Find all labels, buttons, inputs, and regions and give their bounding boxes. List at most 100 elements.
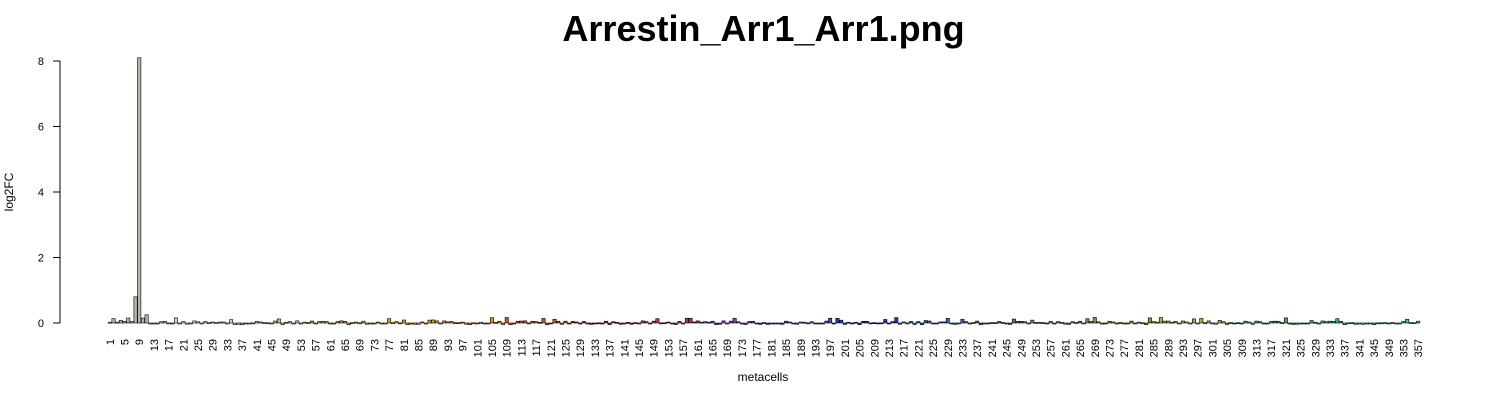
bar [1037, 321, 1042, 324]
x-tick-label: 125 [561, 339, 573, 357]
bar [809, 321, 814, 324]
bar [1155, 321, 1160, 324]
bar [831, 322, 836, 325]
x-tick-label: 109 [502, 339, 514, 357]
bar [1144, 322, 1149, 326]
bar [1011, 318, 1016, 324]
bar [280, 322, 285, 326]
x-tick-label: 53 [296, 339, 308, 351]
x-tick-label: 13 [149, 339, 161, 351]
bar [225, 322, 230, 325]
bar [1133, 322, 1138, 325]
bar [1397, 322, 1402, 325]
bar [310, 320, 314, 324]
bar [1096, 321, 1101, 324]
bar [273, 320, 278, 324]
bar [339, 320, 344, 324]
bar [1210, 322, 1215, 325]
bar [945, 318, 950, 324]
x-tick-label: 77 [384, 339, 396, 351]
bar [978, 322, 983, 326]
bar [240, 322, 245, 326]
bar [1379, 322, 1384, 325]
bar [1206, 320, 1211, 324]
bar [894, 317, 899, 324]
bar [861, 321, 866, 324]
bar [1173, 320, 1178, 324]
bar [982, 322, 987, 325]
bar [703, 321, 708, 324]
bar [537, 322, 542, 324]
x-tick-label: 193 [810, 339, 822, 357]
bar [170, 322, 175, 325]
bar [548, 322, 553, 325]
bar [118, 320, 123, 324]
bar [390, 322, 395, 325]
bar [912, 322, 917, 325]
bar [1408, 322, 1413, 324]
x-tick-label: 261 [1060, 339, 1072, 357]
x-tick-label: 297 [1193, 339, 1205, 357]
bar [611, 321, 616, 324]
bar [684, 317, 689, 324]
bar [629, 322, 634, 325]
x-tick-label: 325 [1296, 339, 1308, 357]
x-tick-label: 5 [120, 339, 132, 345]
x-tick-label: 293 [1178, 339, 1190, 357]
bar [523, 320, 528, 324]
bar [828, 317, 833, 324]
bar [1394, 322, 1399, 325]
bar [872, 322, 877, 324]
bar [1357, 322, 1362, 325]
bar [140, 317, 145, 324]
bar [853, 321, 858, 324]
bar [1151, 321, 1156, 324]
bar [975, 320, 980, 324]
bar [493, 322, 498, 324]
bar [420, 321, 425, 324]
bar [1041, 322, 1046, 324]
x-tick-label: 49 [281, 339, 293, 351]
x-tick-label: 73 [369, 339, 381, 351]
bar [210, 321, 215, 324]
x-tick-label: 209 [869, 339, 881, 357]
bar [394, 321, 399, 324]
bar [953, 322, 958, 325]
bar [122, 320, 127, 324]
bar [1272, 320, 1277, 324]
bar [501, 322, 506, 325]
bar [570, 321, 575, 324]
bar [398, 322, 403, 325]
bar [1181, 320, 1185, 324]
bar [346, 322, 351, 326]
bar [681, 322, 686, 325]
bar [302, 321, 307, 324]
bar [898, 322, 902, 325]
bar [666, 321, 671, 324]
bar [1309, 320, 1314, 324]
bar [129, 321, 134, 324]
bar [1261, 322, 1266, 325]
bar [1059, 321, 1064, 324]
x-tick-label: 37 [237, 339, 249, 351]
x-tick-label: 253 [1031, 339, 1043, 357]
bar [1074, 322, 1079, 324]
bar [864, 321, 869, 324]
bar [1188, 322, 1193, 325]
bar [1034, 322, 1038, 324]
bar [504, 317, 509, 324]
bar [188, 322, 193, 325]
bar [541, 318, 546, 324]
bar [1111, 321, 1116, 324]
bar [434, 320, 439, 324]
bar [1390, 322, 1395, 324]
bar [938, 321, 943, 324]
bar [651, 320, 656, 324]
x-tick-label: 241 [987, 339, 999, 357]
bar [291, 322, 296, 325]
bar [655, 318, 660, 324]
bar [1294, 322, 1299, 325]
x-tick-label: 97 [458, 339, 470, 351]
bar [137, 57, 142, 324]
